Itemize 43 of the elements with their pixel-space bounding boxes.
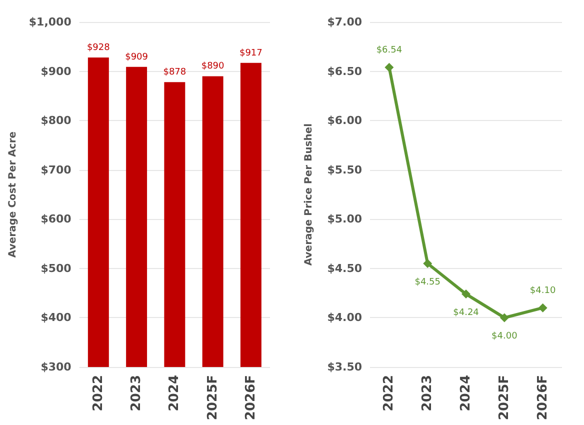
point bbox=[500, 313, 509, 322]
y-tick-label: $300 bbox=[40, 360, 72, 374]
point bbox=[462, 290, 470, 299]
x-tick-label: 2023 bbox=[129, 375, 144, 412]
x-tick-label: 2024 bbox=[458, 375, 474, 412]
y-tick-label: $7.00 bbox=[327, 16, 362, 28]
y-tick-label: $6.50 bbox=[327, 64, 362, 78]
data-label: $4.55 bbox=[414, 278, 440, 288]
y-tick-label: $4.00 bbox=[327, 311, 362, 324]
x-tick-label: 2022 bbox=[90, 375, 106, 412]
y-tick-label: $700 bbox=[40, 163, 72, 176]
y-tick-label: $3.50 bbox=[327, 360, 362, 374]
y-axis-title: Average Price Per Bushel bbox=[304, 123, 314, 266]
data-label: $6.54 bbox=[376, 45, 402, 56]
y-tick-label: $5.00 bbox=[327, 212, 362, 226]
x-tick-label: 2026F bbox=[243, 375, 258, 420]
x-tick-label: 2024 bbox=[167, 375, 182, 412]
y-tick-label: $5.50 bbox=[327, 163, 362, 176]
y-tick-label: $400 bbox=[40, 311, 72, 324]
x-tick-label: 2026F bbox=[535, 375, 550, 420]
data-label: $4.10 bbox=[530, 286, 556, 296]
y-tick-label: $900 bbox=[40, 64, 72, 78]
y-axis-title: Average Cost Per Acre bbox=[8, 131, 18, 258]
point bbox=[538, 303, 548, 312]
x-tick-label: 2025F bbox=[496, 375, 512, 420]
y-tick-label: $500 bbox=[40, 262, 72, 275]
data-label: $4.00 bbox=[492, 332, 518, 342]
y-tick-label: $4.50 bbox=[327, 262, 362, 275]
y-tick-label: $800 bbox=[40, 114, 72, 128]
data-label: $917 bbox=[239, 48, 262, 58]
y-tick-label: $6.00 bbox=[327, 114, 362, 128]
x-tick-label: 2025F bbox=[205, 375, 220, 420]
data-label: $890 bbox=[201, 62, 225, 72]
x-tick-label: 2022 bbox=[382, 375, 397, 412]
data-label: $4.24 bbox=[453, 308, 480, 318]
point bbox=[384, 62, 394, 72]
y-tick-label: $600 bbox=[40, 212, 72, 226]
data-label: $878 bbox=[163, 68, 186, 78]
data-label: $928 bbox=[86, 42, 110, 53]
data-label: $909 bbox=[125, 52, 148, 62]
y-tick-label: $1,000 bbox=[28, 16, 72, 28]
x-tick-label: 2023 bbox=[420, 375, 436, 412]
point bbox=[423, 259, 432, 268]
